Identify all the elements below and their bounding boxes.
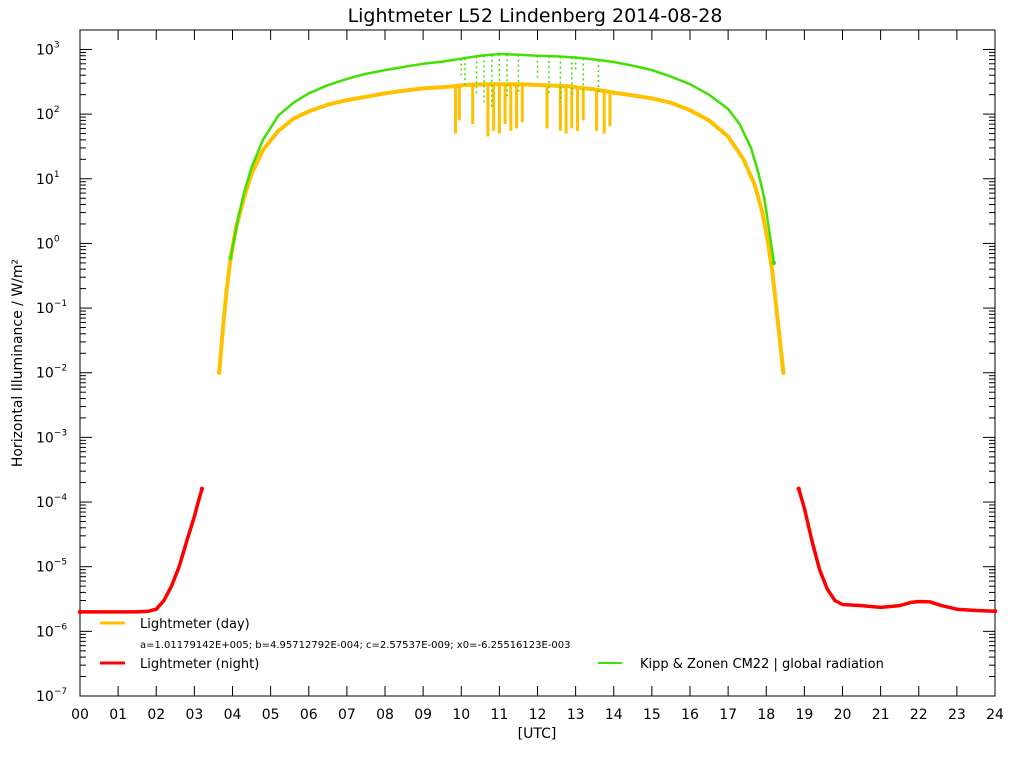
y-tick-label: 101 [36,170,60,188]
series-line [78,487,204,614]
y-tick-label: 10−6 [36,622,67,640]
plot-frame [79,29,996,697]
y-tick-label: 10−5 [36,558,67,576]
x-tick-label: 03 [185,707,203,723]
y-axis-label: Horizontal Illuminance / W/m² [10,259,26,467]
x-tick-label: 10 [452,707,470,723]
x-tick-label: 15 [643,707,661,723]
series-1 [216,82,786,375]
x-tick-label: 00 [71,707,89,723]
y-tick-labels: 10−7 10−6 10−5 10−4 10−3 10−2 10−1 100 101 102 103 [36,40,67,705]
chart-title: Lightmeter L52 Lindenberg 2014-08-28 [348,5,723,27]
series-point [771,260,777,266]
series-point [781,370,786,375]
axis-ticks [79,29,996,697]
series-line [229,52,776,265]
x-tick-label: 02 [147,707,165,723]
y-tick-label: 10−7 [36,687,67,705]
legend-label-night: Lightmeter (night) [140,657,259,672]
legend-fit-params: a=1.01179142E+005; b=4.95712792E-004; c=… [140,640,571,651]
legend: Lightmeter (day) a=1.01179142E+005; b=4.… [100,617,884,672]
x-tick-label: 17 [719,707,737,723]
x-axis-label: [UTC] [518,726,557,742]
series-layer [77,52,998,615]
x-tick-labels: 00 01 02 03 04 05 06 07 08 09 10 11 12 13 14 15 16 17 18 19… [71,707,1004,723]
x-tick-label: 11 [490,707,508,723]
x-tick-label: 13 [567,707,585,723]
series-line [796,487,997,613]
x-tick-label: 16 [681,707,699,723]
y-tick-label: 10−1 [36,299,67,317]
y-tick-label: 10−3 [36,428,67,446]
series-point [796,486,801,492]
series-line [217,82,786,375]
x-tick-label: 22 [910,707,928,723]
y-tick-label: 100 [36,234,60,252]
x-tick-label: 21 [872,707,890,723]
x-tick-label: 19 [795,707,813,723]
series-point [77,609,83,615]
x-tick-label: 04 [224,707,242,723]
x-tick-label: 20 [834,707,852,723]
legend-label-kipp: Kipp & Zonen CM22 | global radiation [640,657,884,672]
x-tick-label: 18 [757,707,775,723]
x-tick-label: 06 [300,707,318,723]
x-tick-label: 08 [376,707,394,723]
x-tick-label: 24 [986,707,1004,723]
y-tick-label: 10−4 [36,493,67,511]
x-tick-label: 01 [109,707,127,723]
x-tick-label: 14 [605,707,623,723]
y-tick-label: 102 [36,105,60,123]
x-tick-label: 23 [948,707,966,723]
x-tick-label: 12 [529,707,547,723]
y-tick-label: 10−2 [36,364,67,382]
series-0 [77,486,998,615]
legend-label-day: Lightmeter (day) [140,617,250,632]
series-point [228,255,233,260]
series-point [216,370,222,375]
series-point [992,608,998,614]
series-2 [228,52,777,266]
y-tick-label: 103 [36,40,60,58]
x-tick-label: 07 [338,707,356,723]
series-point [199,486,205,492]
x-tick-label: 09 [414,707,432,723]
x-tick-label: 05 [262,707,280,723]
